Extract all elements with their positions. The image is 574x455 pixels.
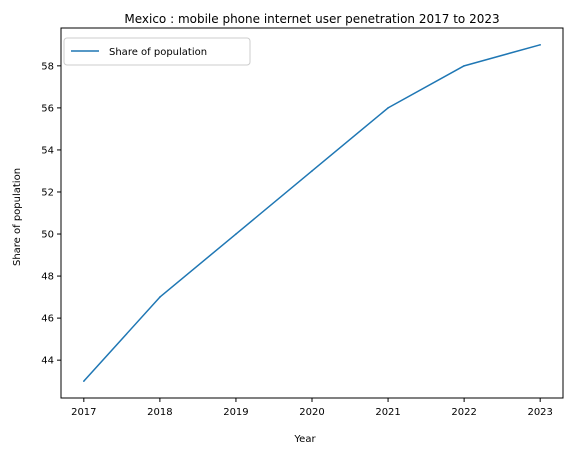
y-tick-label: 50 — [41, 230, 54, 241]
x-tick-label: 2023 — [527, 407, 552, 418]
data-point — [539, 44, 541, 46]
x-tick-label: 2020 — [299, 407, 324, 418]
data-point — [463, 65, 465, 67]
chart-title: Mexico : mobile phone internet user pene… — [124, 12, 499, 26]
x-axis-label: Year — [293, 434, 316, 445]
data-point — [311, 170, 313, 172]
x-tick-label: 2021 — [375, 407, 400, 418]
y-tick-label: 44 — [41, 356, 54, 367]
y-tick-label: 52 — [41, 187, 54, 198]
legend-label: Share of population — [109, 47, 207, 58]
data-point — [387, 107, 389, 109]
y-tick-label: 48 — [41, 272, 54, 283]
x-tick-label: 2017 — [71, 407, 96, 418]
y-axis: 44 46 48 50 52 54 56 58 — [41, 61, 61, 367]
legend-box — [63, 37, 251, 66]
data-point — [235, 233, 237, 235]
y-tick-label: 46 — [41, 314, 54, 325]
data-point — [159, 296, 161, 298]
legend: Share of population — [63, 37, 251, 66]
y-tick-label: 58 — [41, 61, 54, 72]
data-point — [83, 380, 85, 382]
y-tick-label: 56 — [41, 103, 54, 114]
x-tick-label: 2022 — [451, 407, 476, 418]
y-tick-label: 54 — [41, 145, 54, 156]
series-lines — [83, 44, 541, 382]
x-tick-label: 2019 — [223, 407, 248, 418]
plot-area-frame — [60, 27, 564, 399]
x-axis: 2017 2018 2019 2020 2021 2022 2023 — [71, 398, 553, 418]
series-line — [83, 44, 541, 382]
x-tick-label: 2018 — [147, 407, 172, 418]
y-axis-label: Share of population — [12, 168, 23, 266]
